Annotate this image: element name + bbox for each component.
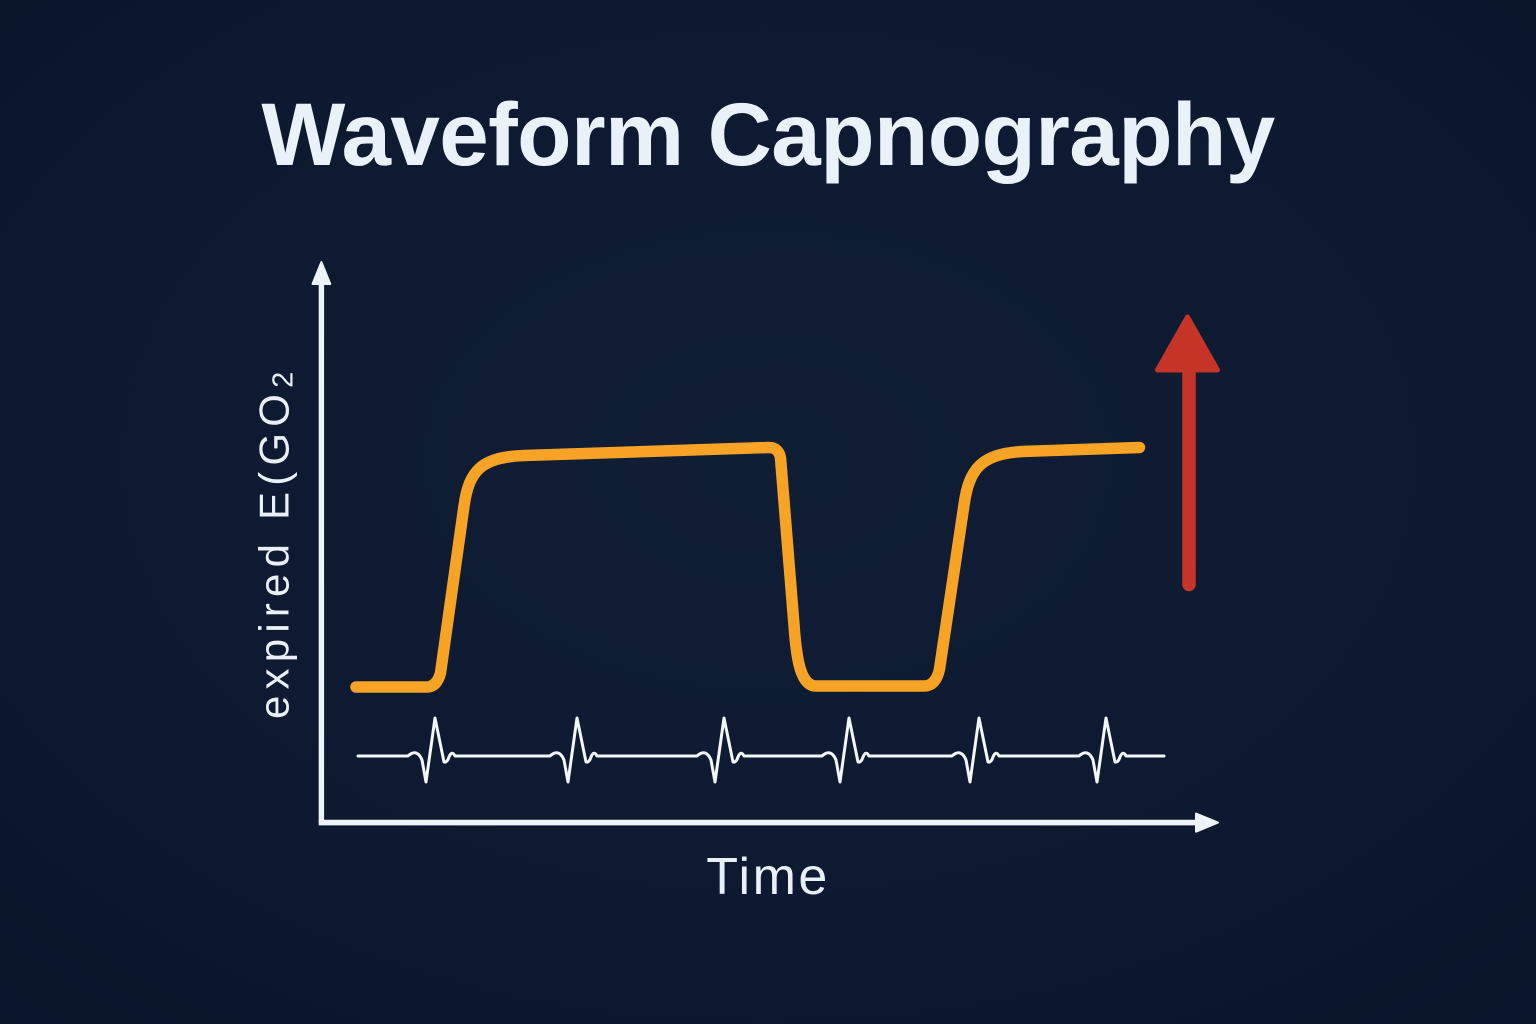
svg-text:Time: Time <box>706 848 830 906</box>
svg-text:Waveform Capnography: Waveform Capnography <box>261 84 1275 184</box>
svg-text:expired E(GO2: expired E(GO2 <box>251 372 300 719</box>
